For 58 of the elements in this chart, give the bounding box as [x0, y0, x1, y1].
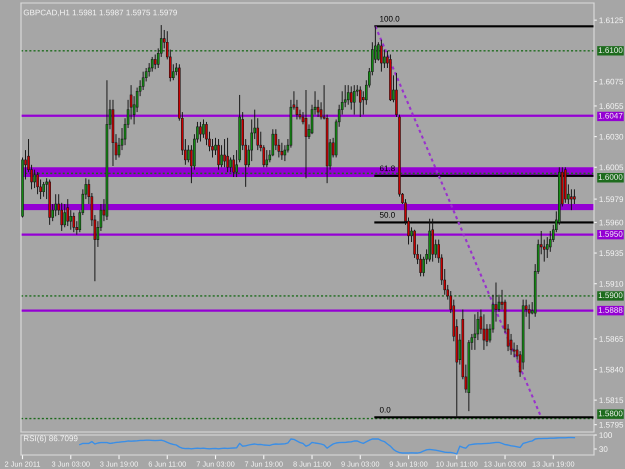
candlestick: [226, 137, 229, 173]
y-tick-label: 1.6005: [599, 164, 624, 170]
series-label: 61.8: [380, 165, 395, 172]
candlestick: [154, 54, 157, 70]
candlestick: [217, 138, 220, 170]
y-tick-label: 1.5960: [599, 220, 624, 226]
y-tick-label: 1.6030: [599, 134, 624, 140]
candlestick: [66, 198, 70, 227]
candlestick: [202, 118, 205, 138]
ref-line-label: 1.6100: [598, 47, 622, 53]
y-tick-label: 1.5840: [599, 366, 624, 372]
text: GBPCAD,H1 1.5981 1.5987 1.5975 1.5979: [24, 10, 177, 16]
line-series: [79, 436, 576, 455]
candlestick: [229, 156, 232, 173]
candlestick: [304, 90, 308, 179]
y-tick-label: 1.5910: [599, 280, 624, 287]
y-tick-label: 1.5815: [599, 397, 624, 404]
candlestick: [69, 210, 72, 230]
candlestick: [72, 212, 76, 233]
candlestick: [150, 56, 154, 72]
candlestick: [42, 181, 45, 198]
ref-line-label: 1.5950: [598, 231, 622, 237]
candlestick: [346, 84, 350, 106]
series-label: 50.0: [380, 212, 395, 218]
y-tick-label: 1.5935: [599, 250, 624, 256]
y-tick-label: 100: [599, 432, 612, 438]
candlestick: [474, 314, 476, 350]
candlestick: [380, 39, 383, 72]
candlestick: [352, 84, 356, 116]
y-tick-label: 1.6075: [599, 78, 624, 84]
candlestick: [350, 86, 353, 110]
y-tick-label: 1.5979: [599, 196, 624, 202]
candlestick: [199, 121, 202, 142]
y-tick-label: 30: [599, 446, 608, 452]
chart-title: RSI(6) 86.7099: [24, 435, 78, 443]
candlestick: [223, 138, 226, 168]
ref-line-label: 1.5900: [598, 292, 622, 298]
candlestick: [265, 150, 268, 168]
candlestick: [187, 144, 190, 163]
series-label: 100.0: [380, 16, 400, 22]
ref-line-label: 1.6047: [598, 112, 622, 119]
ref-line-label: 1.5888: [598, 307, 622, 313]
candlestick: [482, 314, 486, 350]
candlestick: [358, 86, 362, 118]
y-tick-label: 1.5865: [599, 336, 624, 342]
candlestick: [570, 188, 573, 211]
candlestick: [36, 172, 39, 195]
candlestick: [33, 169, 36, 189]
candlestick: [573, 188, 576, 204]
y-tick-label: 1.6125: [599, 17, 624, 24]
ref-line-label: 1.5800: [598, 410, 622, 416]
candlestick: [383, 49, 386, 68]
ref-line-label: 1.6000: [598, 174, 622, 180]
series-label: 0.0: [380, 406, 390, 413]
y-tick-label: 1.6055: [599, 103, 624, 109]
candlestick: [280, 142, 284, 160]
candlestick: [54, 194, 57, 217]
y-tick-label: 1.5795: [599, 422, 624, 428]
